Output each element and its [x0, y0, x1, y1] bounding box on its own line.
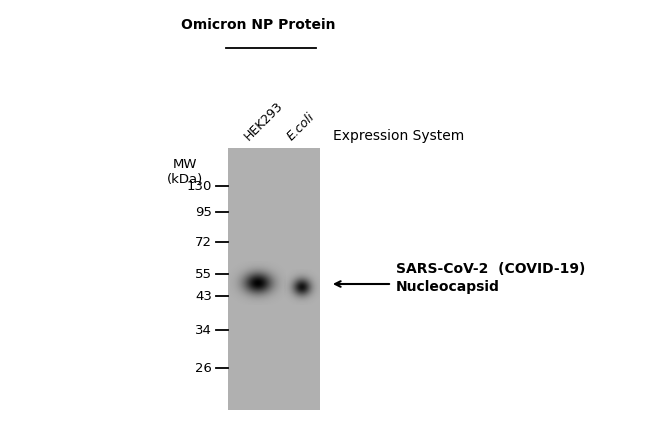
Text: SARS-CoV-2  (COVID-19)
Nucleocapsid: SARS-CoV-2 (COVID-19) Nucleocapsid	[396, 262, 586, 294]
Text: Expression System: Expression System	[333, 129, 464, 143]
Text: E.coli: E.coli	[285, 110, 318, 143]
Bar	[228, 148, 320, 410]
Text: 43: 43	[195, 289, 212, 303]
Text: 130: 130	[187, 179, 212, 192]
Text: HEK293: HEK293	[242, 99, 285, 143]
Text: 95: 95	[195, 206, 212, 219]
Text: Omicron NP Protein: Omicron NP Protein	[181, 18, 335, 32]
Text: 72: 72	[195, 235, 212, 249]
Text: 26: 26	[195, 362, 212, 374]
Text: 55: 55	[195, 268, 212, 281]
Text: 34: 34	[195, 324, 212, 336]
Text: MW
(kDa): MW (kDa)	[167, 158, 203, 186]
